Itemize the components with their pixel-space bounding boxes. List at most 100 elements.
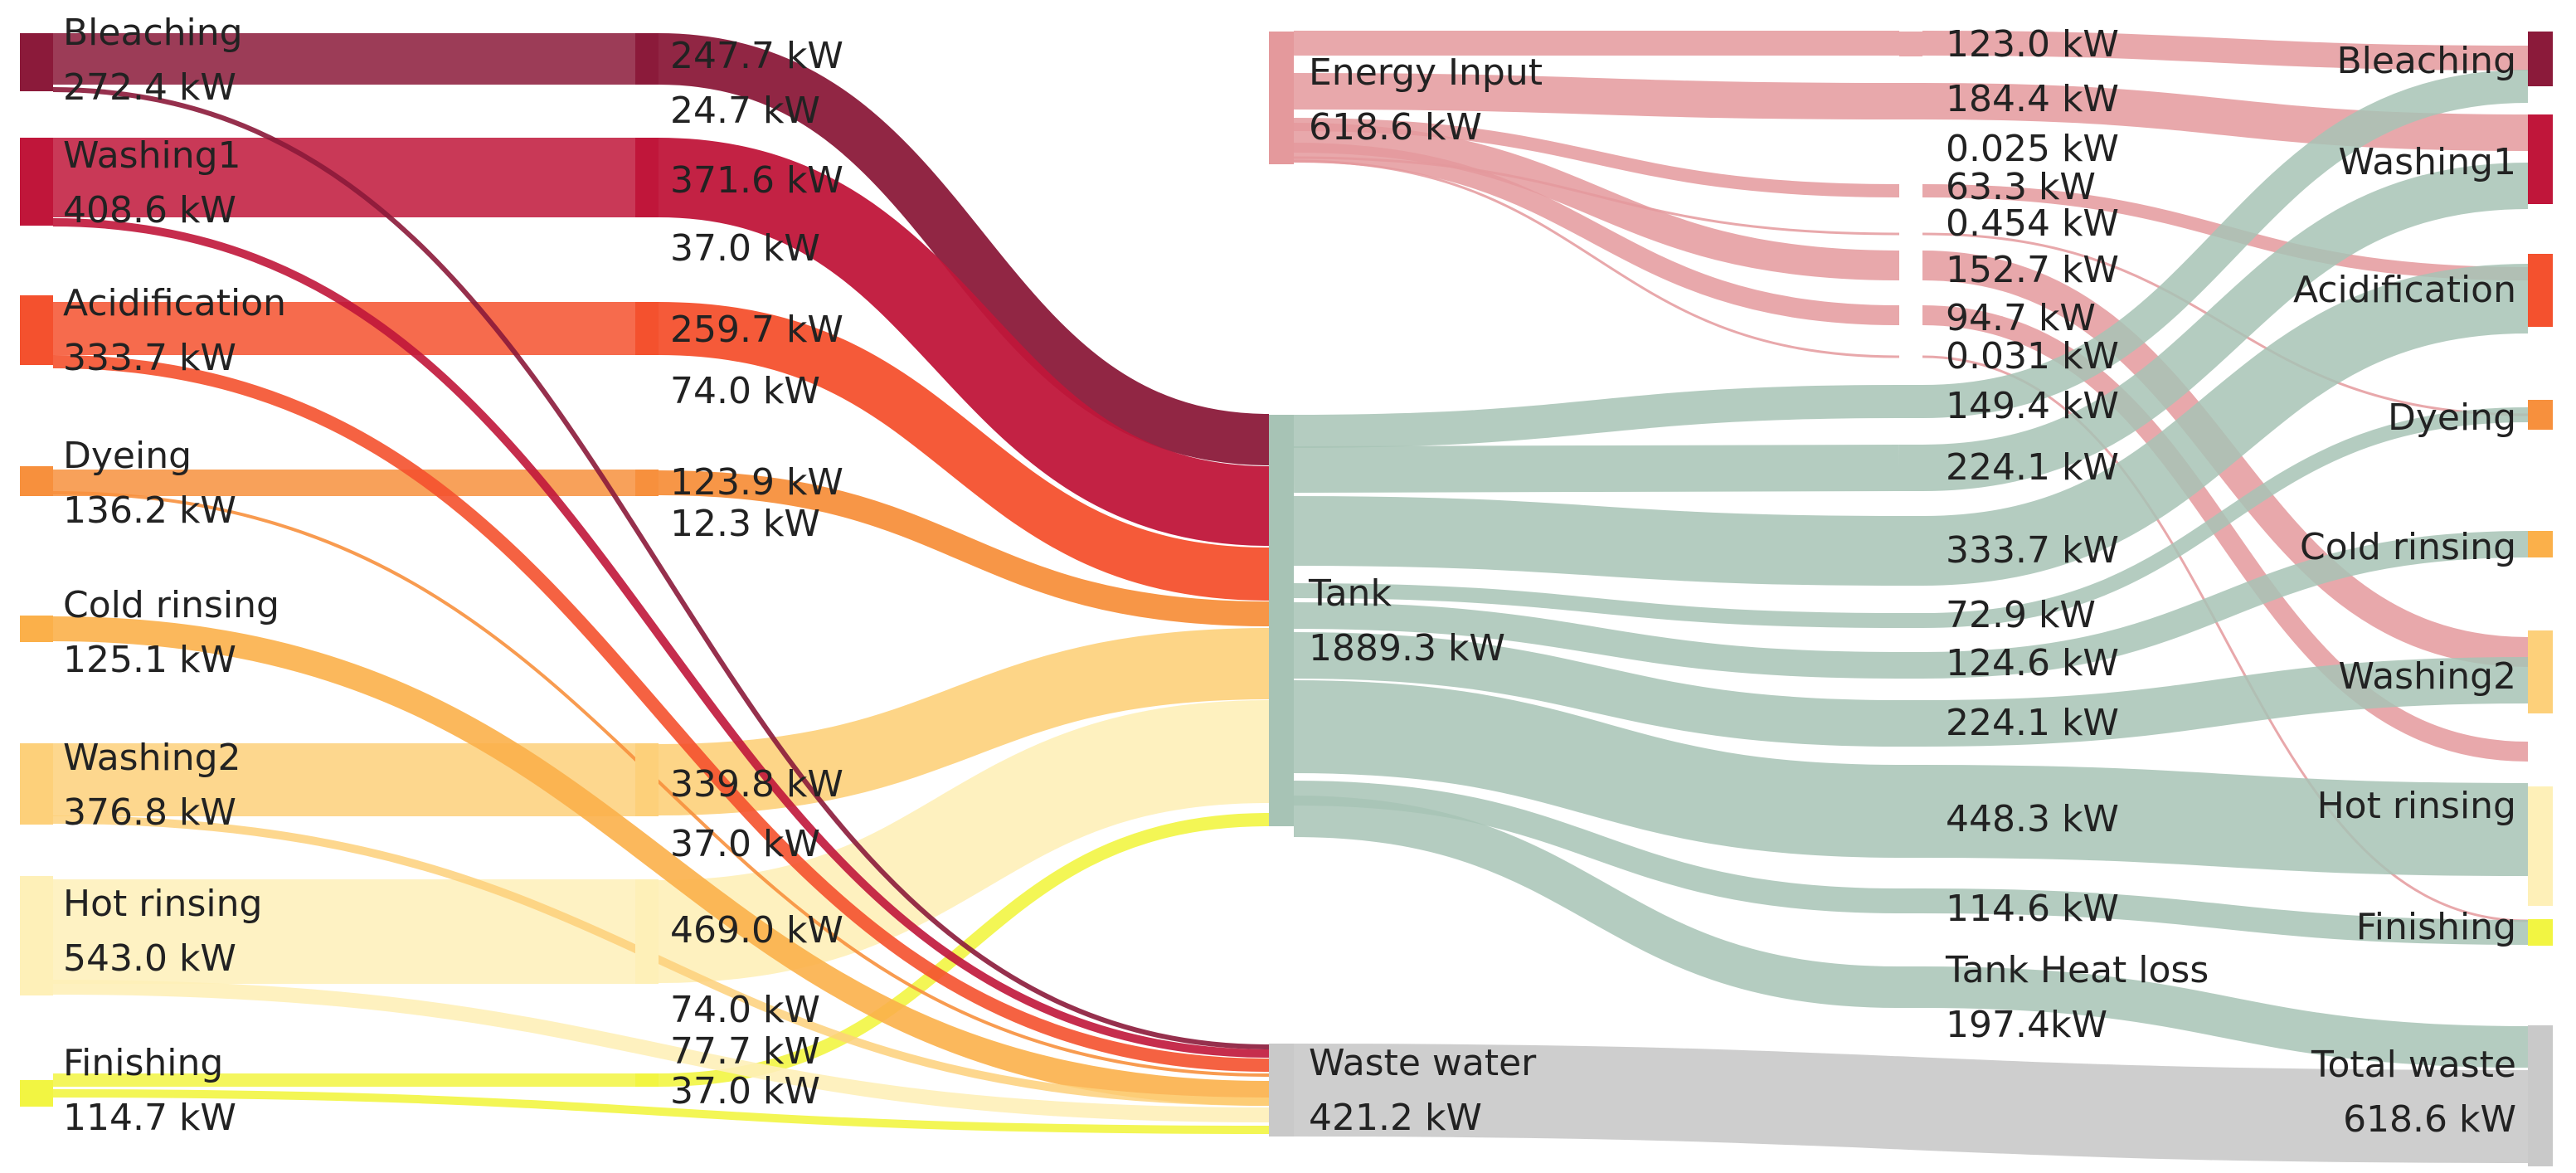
band-hot-rinsing [53, 879, 635, 984]
flow-label: 24.7 kW [670, 90, 820, 132]
flow-label: 259.7 kW [670, 309, 843, 351]
flow-label: 124.6 kW [1946, 642, 2119, 684]
split-node-acidification [635, 302, 659, 355]
flow-tank-heat-loss [1293, 796, 1900, 1008]
sink-node-dyeing [2528, 400, 2553, 430]
flow-label: 371.6 kW [670, 159, 843, 202]
flow-label: 333.7 kW [1946, 529, 2119, 572]
node-waste-water [1269, 1044, 1294, 1136]
band-finishing [53, 1073, 635, 1087]
split-node-dyeing [635, 470, 659, 496]
flow-tank-bleaching [1922, 70, 2529, 418]
flow-tank-split [1293, 680, 1900, 858]
node-total-waste [2528, 1025, 2553, 1166]
node-label-waste-water: Waste water [1309, 1042, 1537, 1084]
source-value-acidification: 333.7 kW [63, 337, 236, 379]
sink-node-cold_rinsing [2528, 531, 2553, 557]
flow-energy-split [1293, 118, 1900, 197]
source-label-bleaching: Bleaching [63, 12, 243, 54]
sink-node-hot_rinsing [2528, 786, 2553, 906]
node-tank [1269, 415, 1294, 826]
flow-tank-split [1293, 602, 1900, 679]
flow-label: 149.4 kW [1946, 385, 2119, 427]
flow-washing1-tank [658, 138, 1270, 546]
source-node-finishing [20, 1080, 53, 1107]
flow-label: 339.8 kW [670, 763, 843, 806]
source-label-cold-rinsing: Cold rinsing [63, 584, 279, 626]
flow-label: 247.7 kW [670, 35, 843, 77]
split-tank-bleaching [1899, 385, 1922, 418]
flow-heat-loss-total-waste [1922, 966, 2529, 1068]
split-node-washing2 [635, 743, 659, 816]
source-value-cold-rinsing: 125.1 kW [63, 639, 236, 681]
flow-energy-split [1293, 73, 1900, 119]
flow-label: 224.1 kW [1946, 702, 2119, 744]
source-value-washing2: 376.8 kW [63, 791, 236, 834]
flow-tank-split [1293, 632, 1900, 747]
sink-node-washing2 [2528, 630, 2553, 713]
split-energy-1 [1899, 32, 1922, 56]
node-value-waste-water: 421.2 kW [1309, 1097, 1482, 1139]
split-node-finishing [635, 1073, 659, 1087]
source-node-cold_rinsing [20, 616, 53, 642]
flow-energy-split [1293, 143, 1900, 325]
node-value-tank: 1889.3 kW [1309, 627, 1505, 669]
flow-label: 114.6 kW [1946, 888, 2119, 930]
flow-label: 0.454 kW [1946, 202, 2119, 245]
flow-tank-split [1293, 385, 1900, 448]
split-node-bleaching [635, 33, 659, 85]
flow-tank-cold_rinsing [1922, 531, 2529, 679]
flow-tank-split [1293, 496, 1900, 586]
sink-label-washing1: Washing1 [2339, 141, 2517, 183]
flow-label: 37.0 kW [670, 1070, 820, 1112]
flow-label: 224.1 kW [1946, 446, 2119, 489]
split-tank-hot_rinsing [1899, 765, 1922, 858]
flow-washing2-tank [658, 628, 1270, 815]
split-tank-finishing [1899, 888, 1922, 913]
flow-label: 0.025 kW [1946, 128, 2119, 170]
flow-label: 72.9 kW [1946, 594, 2096, 636]
node-label-tank: Tank [1308, 572, 1392, 615]
split-tank-cold_rinsing [1899, 652, 1922, 679]
sink-label-acidification: Acidification [2293, 269, 2516, 311]
sink-label-hot-rinsing: Hot rinsing [2317, 785, 2516, 827]
source-label-dyeing: Dyeing [63, 435, 192, 477]
flow-tank-finishing [1922, 888, 2529, 945]
flow-dyeing-tank [658, 470, 1270, 626]
flow-label: 12.3 kW [670, 503, 820, 545]
source-label-hot-rinsing: Hot rinsing [63, 883, 262, 925]
source-label-acidification: Acidification [63, 282, 286, 324]
flow-tank-acidification [1922, 264, 2529, 586]
source-node-dyeing [20, 466, 53, 496]
flow-energy-washing1 [1922, 83, 2529, 151]
flow-cold-rinsing-waste [52, 616, 1270, 1106]
node-label-energy-input: Energy Input [1309, 51, 1543, 94]
flow-energy-split [1293, 123, 1900, 280]
flow-label: 94.7 kW [1946, 297, 2096, 339]
flow-acidification-tank [658, 302, 1270, 601]
split-node-hot_rinsing [635, 879, 659, 984]
sink-label-dyeing: Dyeing [2388, 397, 2516, 439]
flow-label: 123.0 kW [1946, 23, 2119, 66]
flow-tank-split [1293, 781, 1900, 913]
flow-label: 77.7 kW [670, 1030, 820, 1073]
sink-label-finishing: Finishing [2356, 906, 2516, 948]
flow-finishing-tank [658, 813, 1270, 1087]
flow-label: 74.0 kW [670, 370, 820, 412]
flow-hot-rinsing-waste [52, 980, 1270, 1122]
flow-waste-water-total-waste [1293, 1044, 2529, 1163]
flow-label: 448.3 kW [1946, 798, 2119, 840]
flow-label: 152.7 kW [1946, 249, 2119, 291]
split-tank-dyeing [1899, 613, 1922, 628]
flow-tank-split [1293, 583, 1900, 628]
flow-acidification-waste [52, 355, 1270, 1072]
split-tank-heat-loss [1899, 966, 1922, 1008]
flow-label: 123.9 kW [670, 461, 843, 504]
sink-node-finishing [2528, 919, 2553, 946]
sink-label-washing2: Washing2 [2339, 655, 2517, 698]
node-value-energy-input: 618.6 kW [1309, 106, 1482, 148]
sink-node-acidification [2528, 254, 2553, 327]
flow-label: 37.0 kW [670, 823, 820, 865]
flow-bleaching-tank [658, 33, 1270, 465]
